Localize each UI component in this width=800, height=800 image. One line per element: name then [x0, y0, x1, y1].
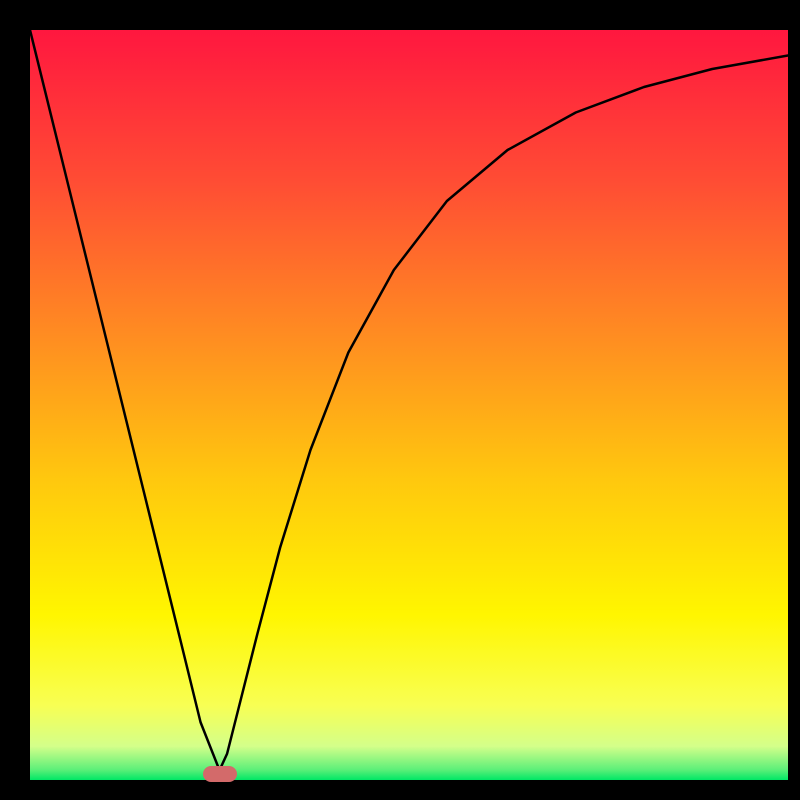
border-left: [0, 0, 30, 800]
chart-root: TheBottleneck.com: [0, 0, 800, 800]
optimum-marker: [203, 766, 237, 782]
border-right: [788, 0, 800, 800]
border-top: [0, 0, 800, 30]
bottleneck-curve: [30, 30, 788, 770]
plot-area: [30, 30, 788, 780]
border-bottom: [0, 780, 800, 800]
curve-svg: [30, 30, 788, 780]
